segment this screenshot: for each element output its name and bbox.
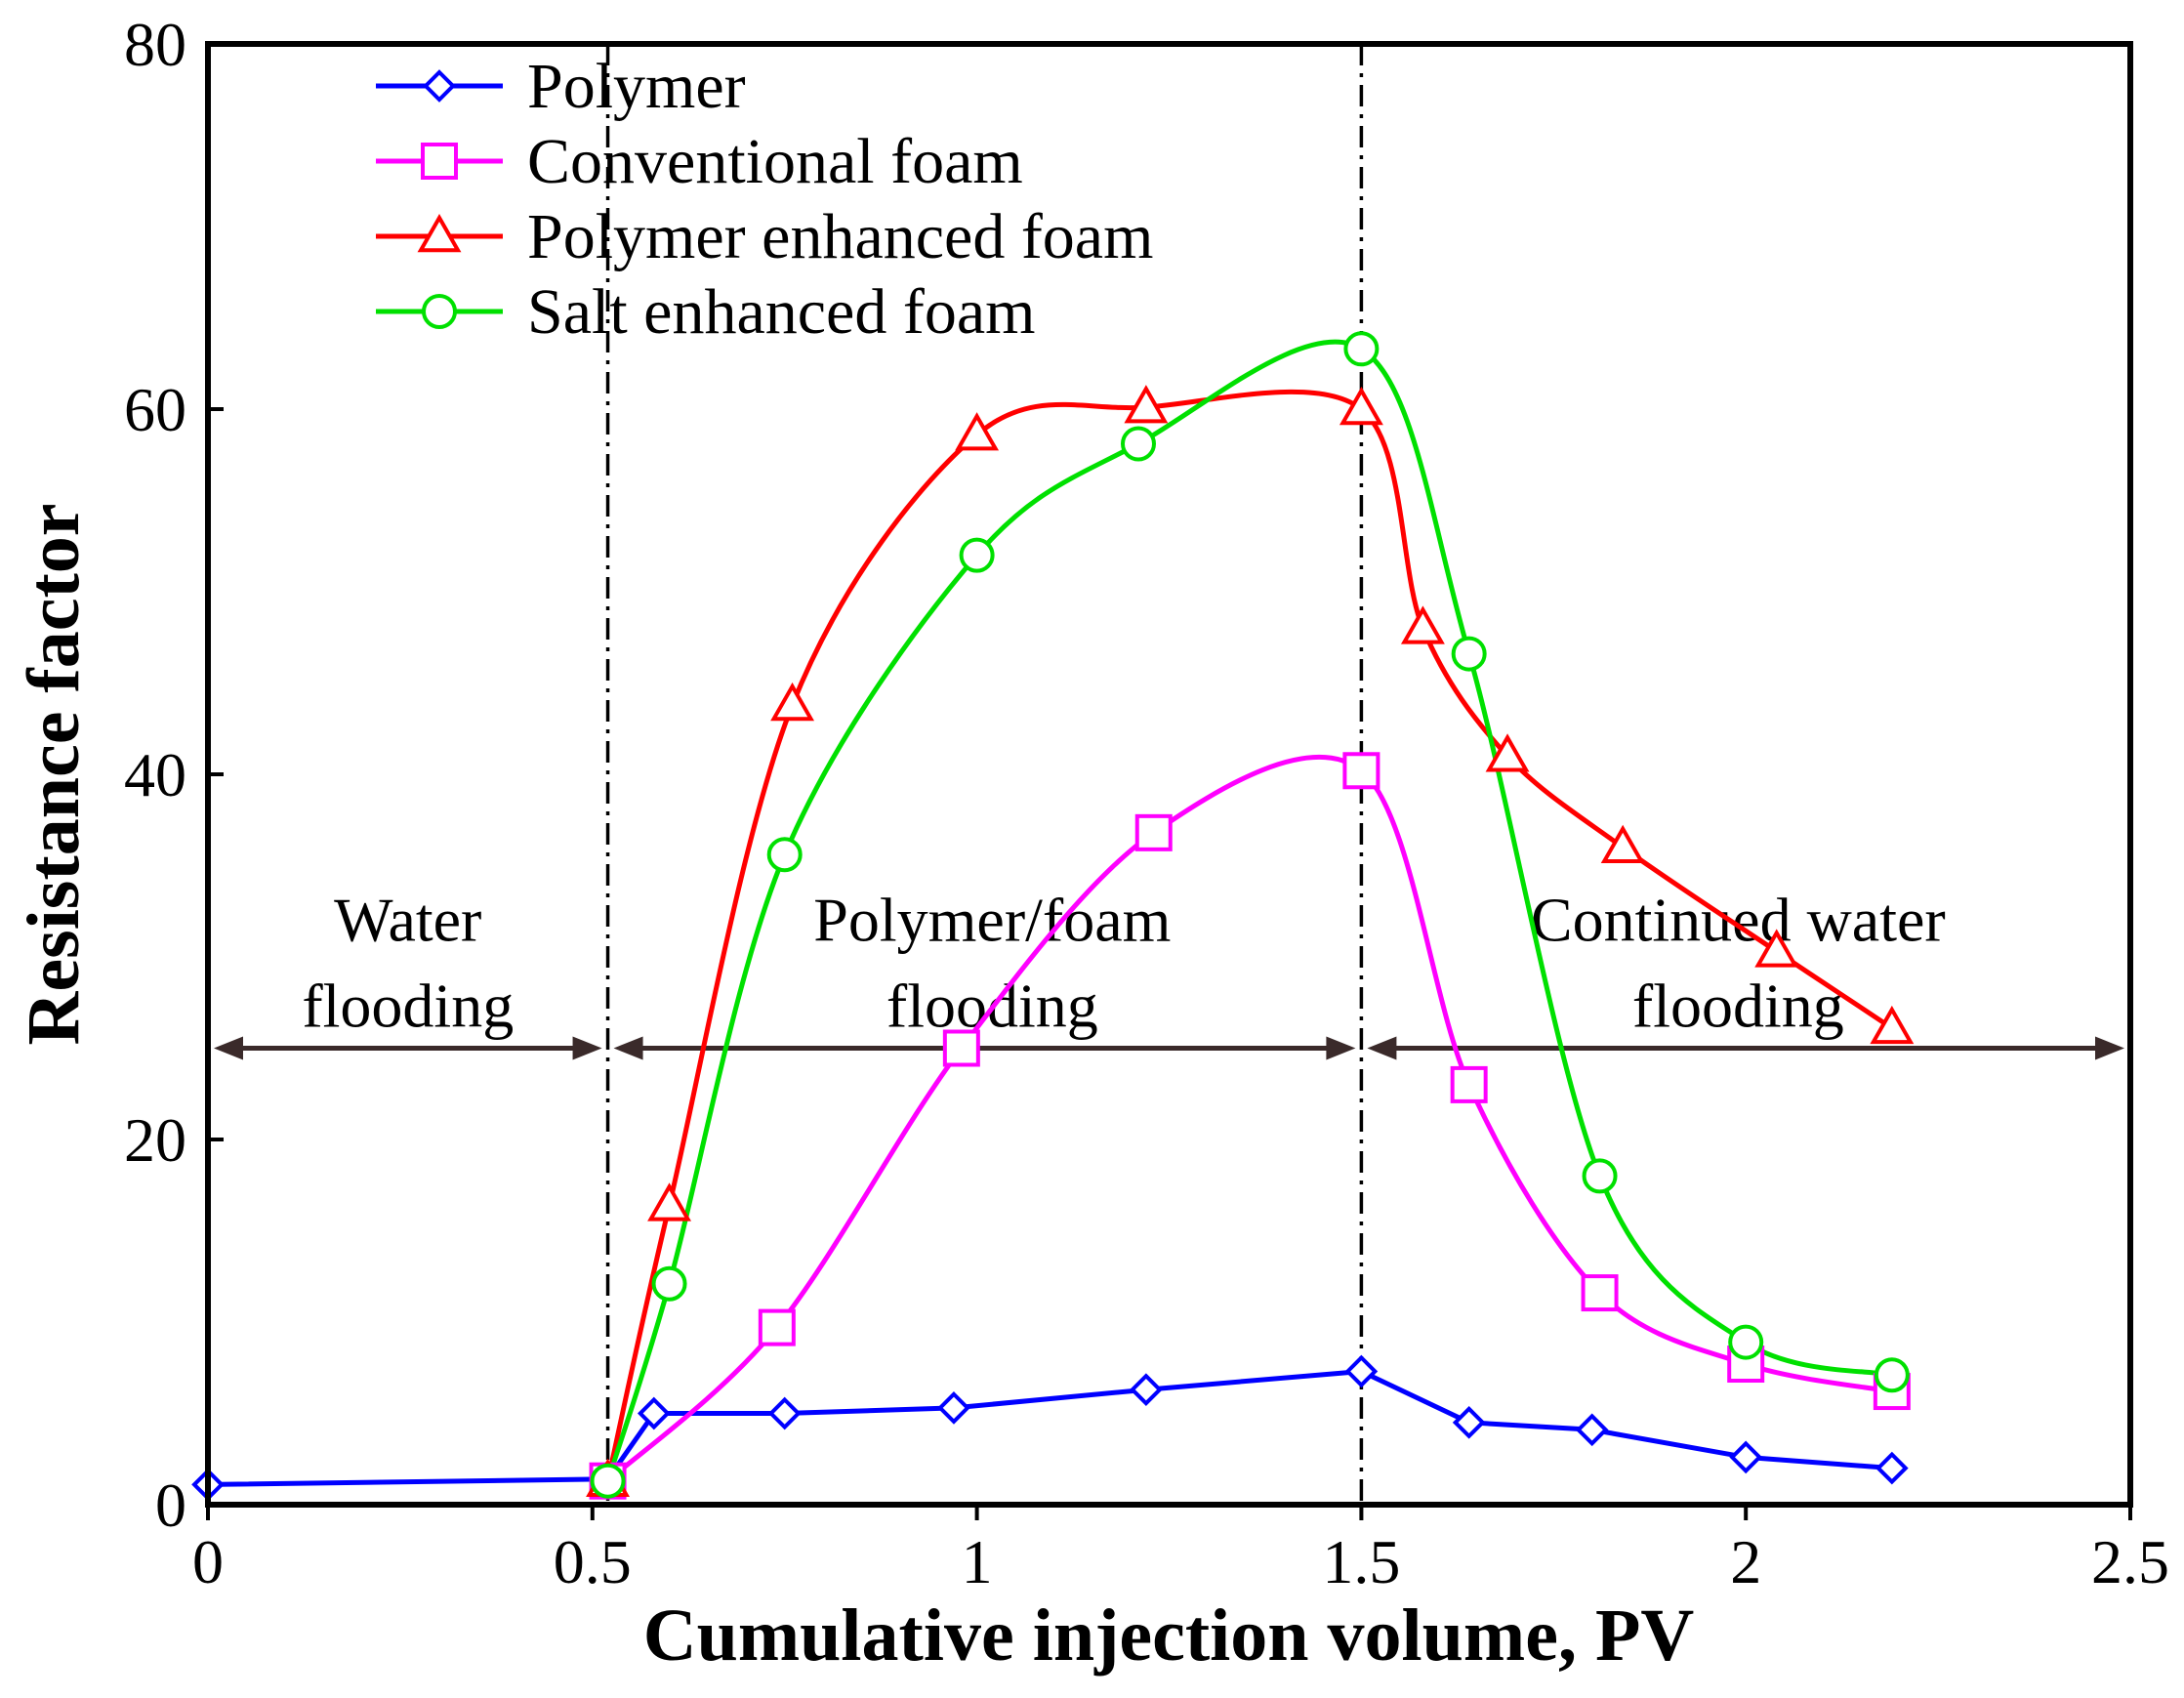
polymer-enhanced-foam-point-2 [647, 1182, 692, 1222]
conventional-foam-point-4 [1134, 813, 1173, 851]
region-label-line2-1: flooding [302, 972, 514, 1041]
salt-enhanced-foam-point-4 [959, 537, 995, 573]
conventional-foam-point-5 [1342, 752, 1380, 790]
region-label-line1-2: Polymer/foam [813, 886, 1171, 955]
conventional-foam-point-3 [942, 1029, 980, 1067]
region-arrowhead-right-3 [2095, 1036, 2124, 1060]
polymer-point-9 [1575, 1413, 1609, 1447]
salt-enhanced-foam-point-7 [1451, 636, 1487, 672]
region-arrowhead-left-1 [214, 1036, 243, 1060]
region-label-line1-1: Water [334, 886, 481, 955]
polymer-point-8 [1452, 1406, 1486, 1439]
salt-enhanced-foam-point-5 [1120, 426, 1156, 462]
legend-marker-salt-enhanced-foam [422, 294, 457, 329]
polymer-point-7 [1344, 1354, 1379, 1388]
x-tick-label-4: 1.5 [1322, 1527, 1400, 1596]
legend-label-conventional-foam: Conventional foam [527, 126, 1023, 197]
y-axis-title: Resistance factor [13, 503, 95, 1045]
salt-enhanced-foam-point-9 [1728, 1324, 1764, 1360]
region-annotations: Water flooding Polymer/foam flooding Continu… [214, 886, 2124, 1060]
x-tick-label-1: 0 [192, 1527, 224, 1596]
y-tick-label-5: 80 [124, 10, 186, 79]
polymer-point-5 [937, 1391, 970, 1425]
region-label-line1-3: Continued water [1531, 886, 1946, 955]
conventional-foam-line [605, 754, 1893, 1483]
polymer-enhanced-foam-point-3 [770, 682, 815, 722]
polymer-enhanced-foam-point-11 [1870, 1005, 1915, 1045]
polymer-point-11 [1875, 1451, 1909, 1485]
x-axis-ticks: 0 0.5 1 1.5 2 2.5 [192, 1505, 2169, 1596]
conventional-foam-point-6 [1450, 1065, 1488, 1103]
x-tick-label-5: 2 [1730, 1527, 1761, 1596]
y-tick-label-1: 0 [155, 1470, 186, 1540]
conventional-foam-point-7 [1581, 1274, 1619, 1312]
legend-label-polymer: Polymer [527, 51, 746, 122]
polymer-point-6 [1130, 1373, 1163, 1407]
polymer-enhanced-foam-point-6 [1339, 386, 1383, 426]
x-tick-label-2: 0.5 [554, 1527, 632, 1596]
salt-enhanced-foam-point-8 [1582, 1158, 1618, 1194]
plot-frame [205, 41, 2133, 1508]
conventional-foam-point-2 [758, 1308, 796, 1346]
salt-enhanced-foam-point-2 [651, 1265, 687, 1302]
polymer-enhanced-foam-point-5 [1124, 385, 1169, 424]
region-arrowhead-right-2 [1326, 1036, 1356, 1060]
polymer-line [208, 1369, 1892, 1487]
polymer-enhanced-foam-point-10 [1754, 929, 1799, 968]
region-arrowhead-left-2 [613, 1036, 643, 1060]
polymer-enhanced-foam-point-8 [1485, 733, 1530, 772]
polymer-point-4 [767, 1396, 802, 1430]
data-markers [191, 331, 1915, 1502]
salt-enhanced-foam-point-10 [1874, 1357, 1910, 1393]
salt-enhanced-foam-line [605, 339, 1893, 1482]
polymer-enhanced-foam-point-4 [955, 412, 1000, 451]
legend-marker-polymer-enhanced-foam [417, 213, 462, 253]
region-label-line2-3: flooding [1632, 972, 1844, 1041]
y-tick-label-3: 40 [124, 740, 186, 809]
salt-enhanced-foam-point-3 [766, 837, 803, 873]
y-axis-ticks: 0 20 40 60 80 [124, 10, 224, 1540]
legend-marker-conventional-foam [421, 143, 458, 180]
x-tick-label-6: 2.5 [2091, 1527, 2169, 1596]
legend-label-polymer-enhanced-foam: Polymer enhanced foam [527, 201, 1153, 272]
polymer-point-3 [637, 1396, 671, 1430]
y-tick-label-2: 20 [124, 1105, 186, 1175]
legend-label-salt-enhanced-foam: Salt enhanced foam [527, 276, 1035, 348]
salt-enhanced-foam-point-1 [590, 1463, 626, 1499]
polymer-point-10 [1729, 1440, 1763, 1474]
polymer-enhanced-foam-point-7 [1400, 605, 1445, 644]
region-arrowhead-right-1 [572, 1036, 602, 1060]
x-axis-title: Cumulative injection volume, PV [643, 1594, 1695, 1677]
polymer-enhanced-foam-point-9 [1600, 824, 1645, 864]
salt-enhanced-foam-point-6 [1343, 331, 1380, 367]
region-arrowhead-left-3 [1367, 1036, 1397, 1060]
legend-marker-polymer [423, 69, 456, 103]
x-tick-label-3: 1 [962, 1527, 993, 1596]
y-tick-label-4: 60 [124, 375, 186, 444]
